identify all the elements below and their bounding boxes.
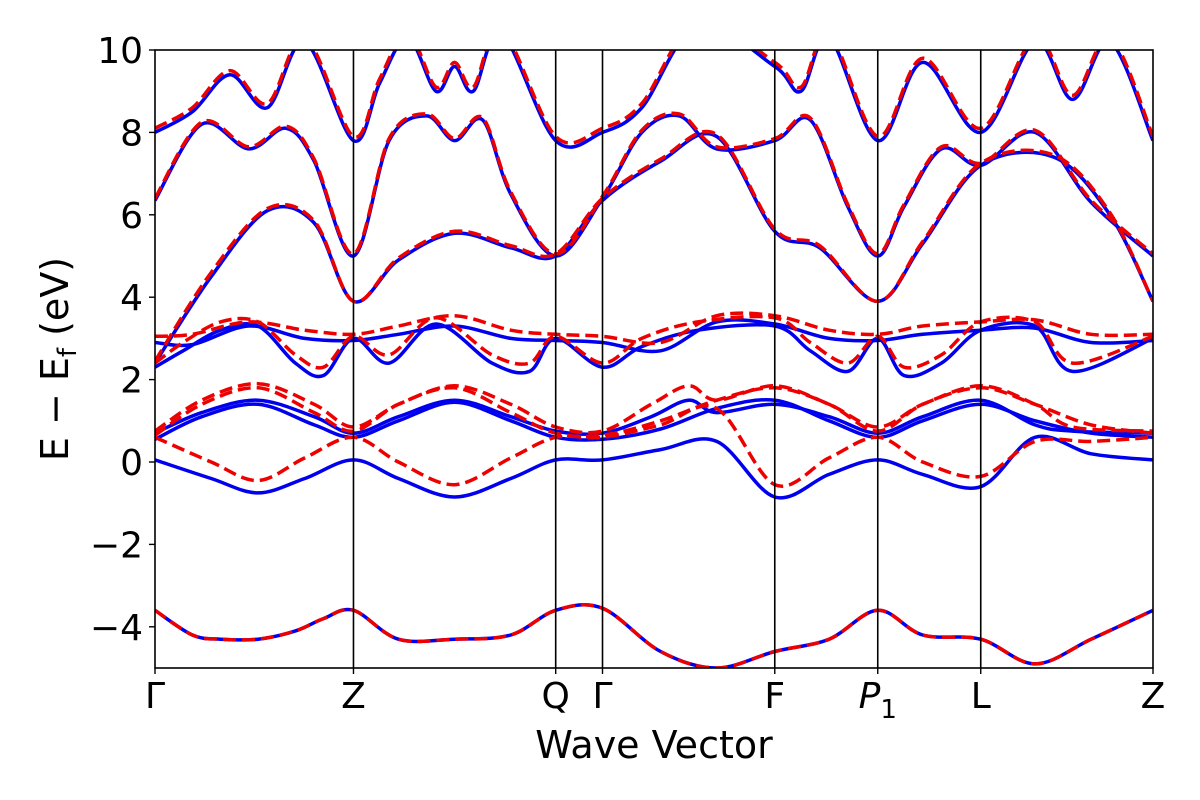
y-tick-label: 10 (97, 31, 143, 72)
band-line-dashed-2 (155, 386, 1153, 439)
band-line-dashed-0 (155, 602, 1153, 668)
x-tick-label: F (764, 676, 785, 717)
x-tick-label-main: Z (341, 676, 366, 717)
y-tick-label: 6 (120, 196, 143, 237)
y-tick-label: 4 (120, 278, 143, 319)
x-tick-label-main: F (764, 676, 785, 717)
x-tick-label: P1 (859, 676, 897, 725)
band-line-solid-1 (155, 434, 1153, 500)
band-line-dashed-5 (155, 311, 1153, 346)
x-tick-label: Z (341, 676, 366, 717)
y-tick-label: 0 (120, 443, 143, 484)
y-tick-label: 8 (120, 113, 143, 154)
series-dashed (155, 50, 1153, 668)
x-tick-label-sub: 1 (880, 695, 897, 725)
x-tick-label-main: Γ (592, 676, 612, 717)
band-line-solid-0 (155, 602, 1153, 668)
bands-layer (155, 50, 1153, 668)
x-tick-label: L (971, 676, 991, 717)
plot-frame (154, 49, 1154, 669)
x-tick-label-main: Z (1141, 676, 1166, 717)
band-line-solid-3 (155, 398, 1153, 437)
y-axis-label-sub: f (53, 347, 83, 357)
band-line-solid-4 (155, 320, 1153, 379)
y-tick-label: −4 (90, 608, 143, 649)
y-axis-label-unit: (eV) (33, 257, 77, 348)
band-line-solid-5 (155, 318, 1153, 354)
band-line-solid-2 (155, 398, 1153, 442)
x-tick-label: Z (1141, 676, 1166, 717)
x-axis-label: Wave Vector (535, 723, 773, 767)
band-line-dashed-8 (155, 50, 1153, 145)
y-tick-label: −2 (90, 525, 143, 566)
kpoint-lines (352, 50, 982, 668)
band-line-dashed-3 (155, 381, 1153, 435)
x-tick-label: Γ (145, 676, 165, 717)
series-solid (155, 50, 1153, 668)
band-line-solid-7 (155, 113, 1153, 258)
band-line-dashed-1 (155, 404, 1153, 488)
y-axis-label: E − Ef (eV) (33, 257, 83, 461)
x-tick-label: Γ (592, 676, 612, 717)
y-axis-ticks: 10 8 6 4 2 0 −2 −4 (90, 31, 155, 649)
x-axis-ticks: Γ Z Q Γ F P1 L Z (145, 668, 1165, 725)
y-axis-label-main: E − E (33, 357, 77, 461)
x-tick-label-main: Q (542, 676, 570, 717)
y-tick-label: 2 (120, 361, 143, 402)
band-line-dashed-7 (155, 111, 1153, 256)
x-tick-label-main: Γ (145, 676, 165, 717)
x-tick-label-main: P (859, 676, 881, 717)
x-tick-label: Q (542, 676, 570, 717)
x-tick-label-main: L (971, 676, 991, 717)
